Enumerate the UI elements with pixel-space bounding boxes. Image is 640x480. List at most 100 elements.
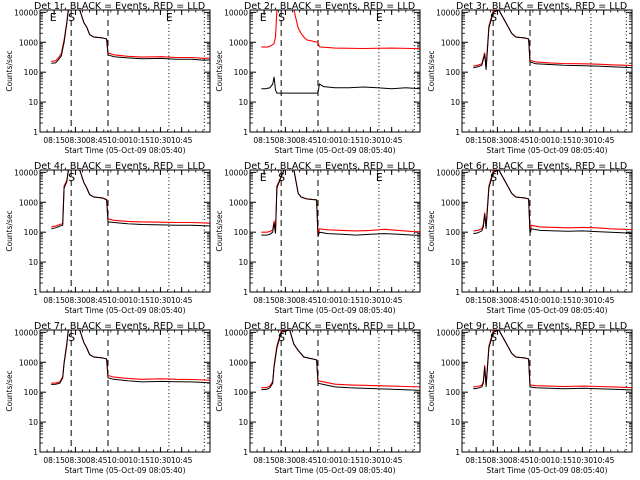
y-tick-label: 10 — [450, 418, 460, 427]
y-tick-label: 100 — [446, 228, 461, 237]
x-tick-label: 10:00 — [529, 456, 551, 465]
interval-marker-label: E — [260, 11, 267, 24]
x-tick-label: 08:15 — [465, 136, 487, 145]
y-axis-label: Counts/sec — [427, 210, 436, 251]
events-series-line — [473, 10, 632, 70]
y-tick-label: 1000 — [19, 358, 38, 367]
x-tick-label: 08:45 — [86, 456, 108, 465]
panel-title: Det 8r, BLACK = Events, RED = LLD — [244, 321, 415, 332]
x-tick-label: 10:30 — [360, 456, 382, 465]
y-axis-label: Counts/sec — [5, 370, 14, 411]
x-axis-label: Start Time (05-Oct-09 08:05:40) — [64, 146, 185, 155]
detector-panel: Det 7r, BLACK = Events, RED = LLD Counts/… — [5, 321, 211, 475]
y-tick-label: 100 — [234, 228, 249, 237]
panel-title: Det 9r, BLACK = Events, RED = LLD — [456, 321, 627, 332]
plot-frame — [461, 329, 633, 453]
x-tick-label: 10:00 — [107, 136, 129, 145]
events-series-line — [473, 170, 632, 235]
detector-panel: Det 8r, BLACK = Events, RED = LLD Counts/… — [215, 321, 421, 475]
events-series-line — [51, 170, 210, 230]
y-tick-label: 10 — [238, 258, 248, 267]
events-series-line — [51, 330, 210, 385]
x-tick-label: 08:30 — [275, 456, 297, 465]
interval-marker-label: S — [278, 331, 285, 344]
y-tick-label: 100 — [446, 388, 461, 397]
x-tick-label: 10:15 — [338, 296, 360, 305]
x-tick-label: 08:30 — [487, 136, 509, 145]
x-tick-label: 10:00 — [529, 136, 551, 145]
y-tick-label: 10000 — [224, 168, 248, 177]
panel-title: Det 6r, BLACK = Events, RED = LLD — [456, 161, 627, 172]
y-tick-label: 10 — [238, 98, 248, 107]
x-tick-label: 10:45 — [381, 136, 403, 145]
interval-marker-label: E — [376, 171, 383, 184]
x-tick-label: 10:15 — [550, 136, 572, 145]
x-tick-label: 08:30 — [487, 296, 509, 305]
x-tick-label: 10:00 — [317, 296, 339, 305]
x-axis-label: Start Time (05-Oct-09 08:05:40) — [274, 466, 395, 475]
x-tick-label: 10:15 — [128, 136, 150, 145]
y-tick-label: 1 — [33, 448, 38, 457]
interval-marker-label: S — [278, 11, 285, 24]
x-tick-label: 10:30 — [572, 296, 594, 305]
x-tick-label: 08:45 — [86, 296, 108, 305]
x-axis-label: Start Time (05-Oct-09 08:05:40) — [486, 146, 607, 155]
detector-panel: Det 2r, BLACK = Events, RED = LLD Counts/… — [215, 1, 421, 155]
y-tick-label: 1 — [243, 448, 248, 457]
plot-frame — [39, 9, 211, 133]
y-tick-label: 10 — [238, 418, 248, 427]
x-tick-label: 08:15 — [43, 136, 65, 145]
x-tick-label: 10:15 — [128, 456, 150, 465]
x-tick-label: 10:15 — [338, 456, 360, 465]
plot-frame — [39, 329, 211, 453]
y-tick-label: 1000 — [19, 38, 38, 47]
x-tick-label: 08:15 — [253, 296, 275, 305]
x-tick-label: 08:15 — [465, 296, 487, 305]
lld-series-line — [261, 330, 420, 389]
y-tick-label: 1 — [243, 288, 248, 297]
interval-marker-label: S — [278, 171, 285, 184]
x-tick-label: 08:45 — [508, 136, 530, 145]
y-tick-label: 10000 — [14, 8, 38, 17]
interval-marker-label: S — [68, 331, 75, 344]
panel-title: Det 2r, BLACK = Events, RED = LLD — [244, 1, 415, 12]
lld-series-line — [51, 330, 210, 384]
panel-title: Det 7r, BLACK = Events, RED = LLD — [34, 321, 205, 332]
plot-frame — [461, 9, 633, 133]
y-tick-label: 1 — [455, 448, 460, 457]
interval-marker-label: E — [50, 11, 57, 24]
x-tick-label: 10:00 — [107, 456, 129, 465]
y-tick-label: 1 — [243, 128, 248, 137]
x-tick-label: 10:30 — [150, 296, 172, 305]
y-tick-label: 10000 — [436, 168, 460, 177]
detector-panel: Det 6r, BLACK = Events, RED = LLD Counts/… — [427, 161, 633, 315]
lld-series-line — [473, 170, 632, 232]
x-tick-label: 08:30 — [487, 456, 509, 465]
plot-frame — [249, 329, 421, 453]
y-axis-label: Counts/sec — [427, 370, 436, 411]
y-tick-label: 10000 — [224, 328, 248, 337]
x-tick-label: 08:30 — [65, 296, 87, 305]
lld-series-line — [261, 10, 420, 50]
x-tick-label: 08:30 — [275, 136, 297, 145]
y-axis-label: Counts/sec — [5, 210, 14, 251]
x-tick-label: 10:15 — [338, 136, 360, 145]
y-tick-label: 10 — [28, 258, 38, 267]
y-tick-label: 10000 — [436, 328, 460, 337]
detector-panel: Det 1r, BLACK = Events, RED = LLD Counts/… — [5, 1, 211, 155]
lld-series-line — [473, 330, 632, 389]
x-tick-label: 10:45 — [171, 456, 193, 465]
x-tick-label: 08:45 — [508, 296, 530, 305]
y-axis-label: Counts/sec — [427, 50, 436, 91]
y-tick-label: 1000 — [441, 358, 460, 367]
x-tick-label: 08:15 — [43, 296, 65, 305]
y-tick-label: 10000 — [14, 328, 38, 337]
panel-title: Det 3r, BLACK = Events, RED = LLD — [456, 1, 627, 12]
x-tick-label: 10:45 — [171, 136, 193, 145]
y-tick-label: 1000 — [441, 38, 460, 47]
interval-marker-label: E — [260, 171, 267, 184]
events-series-line — [261, 76, 420, 94]
x-tick-label: 10:30 — [572, 456, 594, 465]
x-axis-label: Start Time (05-Oct-09 08:05:40) — [274, 146, 395, 155]
